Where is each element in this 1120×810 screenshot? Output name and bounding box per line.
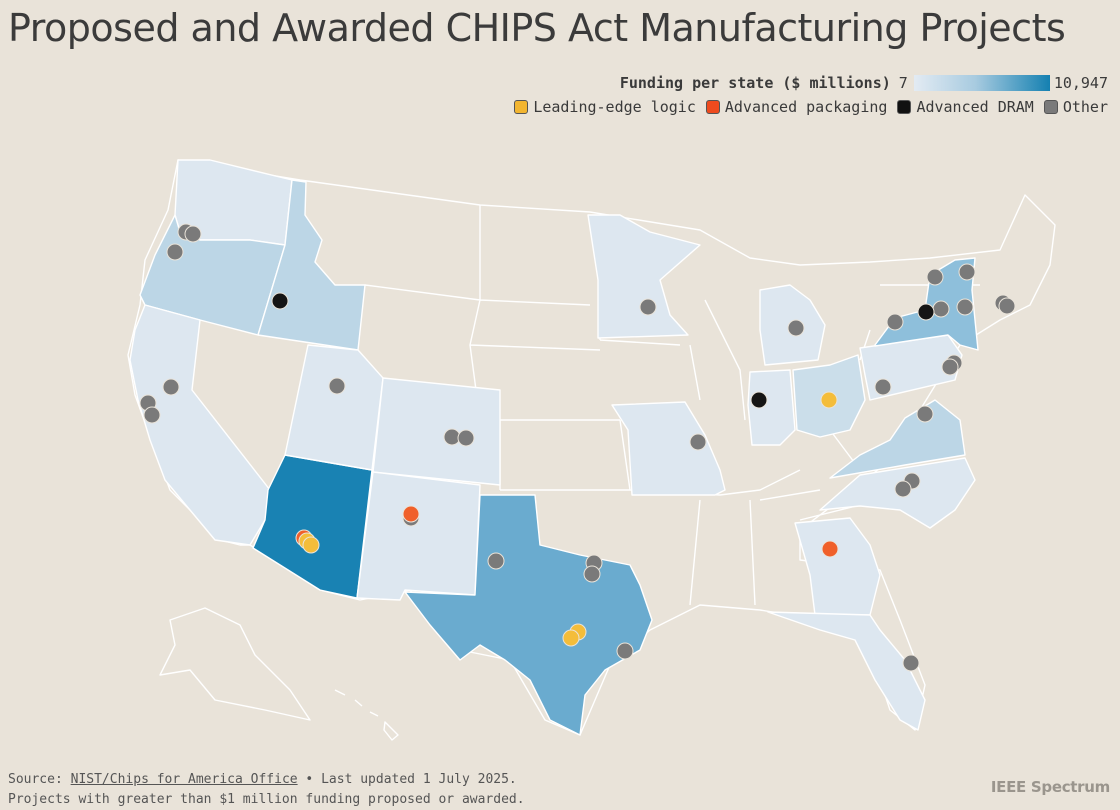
state-mo[interactable] xyxy=(611,401,726,496)
alaska-outline xyxy=(159,607,311,721)
legend-item-packaging[interactable]: Advanced packaging xyxy=(705,98,888,116)
project-marker[interactable] xyxy=(998,297,1016,315)
legend-label: Leading-edge logic xyxy=(533,98,696,116)
project-marker[interactable] xyxy=(562,629,580,647)
footer: Source: NIST/Chips for America Office • … xyxy=(8,770,525,810)
source-prefix: Source: xyxy=(8,772,71,787)
project-marker[interactable] xyxy=(902,654,920,672)
state-co[interactable] xyxy=(372,377,501,486)
project-marker[interactable] xyxy=(932,300,950,318)
project-type-legend: Leading-edge logic Advanced packaging Ad… xyxy=(508,98,1108,116)
scale-gradient-bar xyxy=(913,75,1050,91)
scale-label: Funding per state ($ millions) xyxy=(619,74,891,92)
project-marker[interactable] xyxy=(894,480,912,498)
source-link[interactable]: NIST/Chips for America Office xyxy=(70,772,298,787)
project-marker[interactable] xyxy=(750,391,768,409)
state-az[interactable] xyxy=(252,454,373,599)
scale-min: 7 xyxy=(898,74,908,92)
project-marker[interactable] xyxy=(886,313,904,331)
legend-item-dram[interactable]: Advanced DRAM xyxy=(897,98,1034,116)
project-marker[interactable] xyxy=(184,225,202,243)
project-marker[interactable] xyxy=(402,505,420,523)
hawaii-outline xyxy=(334,689,399,741)
state-ga[interactable] xyxy=(794,517,881,616)
project-marker[interactable] xyxy=(616,642,634,660)
state-mn[interactable] xyxy=(587,214,701,339)
legend-item-logic[interactable]: Leading-edge logic xyxy=(514,98,696,116)
state-ca[interactable] xyxy=(129,304,271,546)
project-marker[interactable] xyxy=(583,565,601,583)
project-marker[interactable] xyxy=(639,298,657,316)
other-swatch-icon xyxy=(1043,100,1058,114)
project-marker[interactable] xyxy=(820,391,838,409)
project-marker[interactable] xyxy=(457,429,475,447)
project-marker[interactable] xyxy=(787,319,805,337)
project-marker[interactable] xyxy=(302,536,320,554)
legend-label: Advanced packaging xyxy=(724,98,888,116)
legend-item-other[interactable]: Other xyxy=(1043,98,1108,116)
page-title: Proposed and Awarded CHIPS Act Manufactu… xyxy=(8,6,1066,50)
dram-projects xyxy=(271,292,935,409)
project-marker[interactable] xyxy=(917,303,935,321)
logic-swatch-icon xyxy=(514,100,529,114)
project-marker[interactable] xyxy=(328,377,346,395)
project-marker[interactable] xyxy=(689,433,707,451)
legend-label: Advanced DRAM xyxy=(916,98,1034,116)
state-nm[interactable] xyxy=(356,471,481,601)
project-marker[interactable] xyxy=(916,405,934,423)
project-marker[interactable] xyxy=(143,406,161,424)
funding-scale: Funding per state ($ millions) 7 10,947 xyxy=(620,74,1108,92)
logic-projects xyxy=(298,391,838,647)
state-in[interactable] xyxy=(747,369,796,446)
state-fl[interactable] xyxy=(767,611,926,731)
project-marker[interactable] xyxy=(166,243,184,261)
project-marker[interactable] xyxy=(926,268,944,286)
dram-swatch-icon xyxy=(897,100,912,114)
project-marker[interactable] xyxy=(958,263,976,281)
project-marker[interactable] xyxy=(941,358,959,376)
packaging-swatch-icon xyxy=(705,100,720,114)
footer-note: Projects with greater than $1 million fu… xyxy=(8,792,525,807)
project-marker[interactable] xyxy=(956,298,974,316)
project-marker[interactable] xyxy=(271,292,289,310)
project-marker[interactable] xyxy=(162,378,180,396)
legend-label: Other xyxy=(1062,98,1108,116)
scale-max: 10,947 xyxy=(1053,74,1108,92)
project-marker[interactable] xyxy=(487,552,505,570)
project-marker[interactable] xyxy=(874,378,892,396)
last-updated: • Last updated 1 July 2025. xyxy=(297,772,517,787)
project-marker[interactable] xyxy=(821,540,839,558)
brand-logo: IEEE Spectrum xyxy=(990,778,1110,796)
